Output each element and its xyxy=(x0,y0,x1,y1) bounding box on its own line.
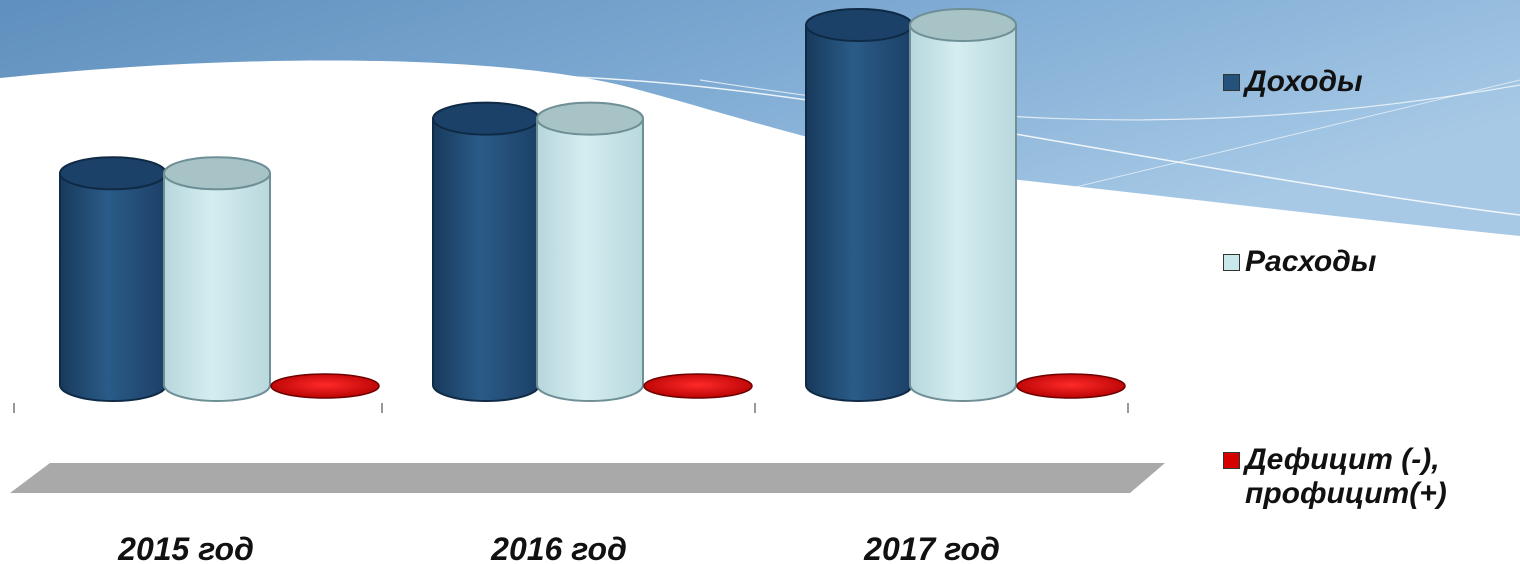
bars xyxy=(59,8,1126,402)
category-label-1: 2016 год xyxy=(490,531,627,564)
bar-income-2 xyxy=(805,8,913,402)
legend-item-expense: Расходы xyxy=(1223,245,1376,279)
bar-income-0 xyxy=(59,156,167,402)
bar-expense-0 xyxy=(163,156,271,402)
legend-item-deficit: Дефицит (-), профицит(+) xyxy=(1223,443,1447,511)
legend-label-income: Доходы xyxy=(1245,65,1363,98)
legend-item-income: Доходы xyxy=(1223,65,1363,99)
bar-deficit-2 xyxy=(1016,373,1126,399)
category-label-2: 2017 год xyxy=(863,531,1000,564)
legend-label-expense: Расходы xyxy=(1245,245,1377,278)
bar-expense-1 xyxy=(536,101,644,402)
bar-income-1 xyxy=(432,101,540,402)
legend-swatch-income xyxy=(1223,74,1240,91)
category-labels: 2015 год 2016 год 2017 год xyxy=(117,531,1000,564)
legend-swatch-expense xyxy=(1223,254,1240,271)
bar-expense-2 xyxy=(909,8,1017,402)
legend-label-deficit: Дефицит (-), профицит(+) xyxy=(1245,443,1447,510)
legend-swatch-deficit xyxy=(1223,452,1240,469)
bar-deficit-0 xyxy=(270,373,380,399)
legend: Доходы Расходы Дефицит (-), профицит(+) xyxy=(1223,0,1520,564)
category-label-0: 2015 год xyxy=(117,531,254,564)
bar-deficit-1 xyxy=(643,373,753,399)
axis-ticks xyxy=(13,403,1129,413)
chart-floor xyxy=(10,463,1165,493)
